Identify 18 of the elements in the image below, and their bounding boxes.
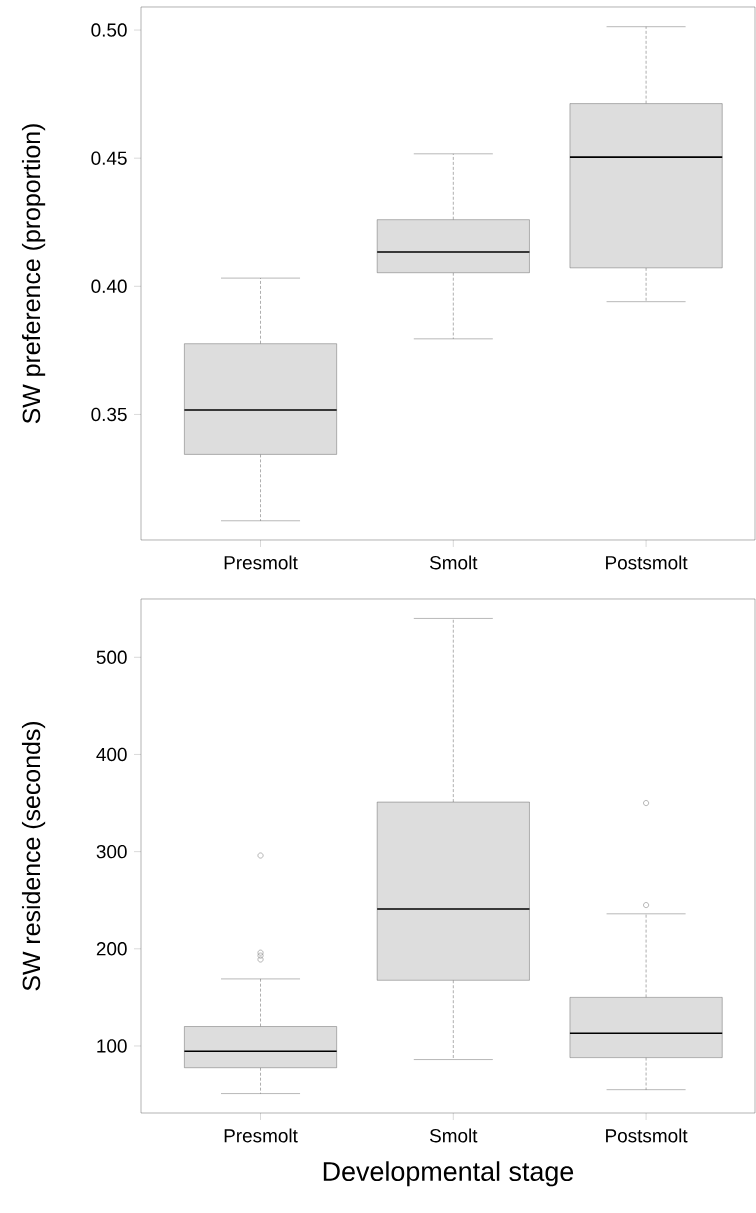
x-tick-label: Postsmolt	[606, 1128, 688, 1143]
y-tick-label: 100	[97, 1039, 127, 1053]
y-tick-label: 0.50	[91, 23, 127, 37]
y-axis-title: SW residence (seconds)	[21, 721, 46, 991]
y-tick-label: 500	[96, 650, 127, 664]
x-tick-label: Presmolt	[224, 555, 298, 570]
y-tick-label: 200	[96, 942, 127, 956]
y-tick-label: 300	[96, 844, 127, 859]
y-tick-label: 0.35	[91, 407, 127, 422]
y-tick-label: 0.40	[91, 279, 127, 293]
y-axis-title: SW preference (proportion)	[21, 124, 46, 424]
y-tick-label: 0.45	[91, 151, 127, 165]
x-axis-title: Developmental stage	[323, 1161, 574, 1187]
x-tick-label: Smolt	[429, 1128, 478, 1143]
y-tick-label: 400	[96, 747, 127, 762]
x-tick-label: Postsmolt	[606, 555, 688, 570]
x-tick-label: Smolt	[429, 555, 478, 570]
x-tick-label: Presmolt	[224, 1128, 298, 1143]
